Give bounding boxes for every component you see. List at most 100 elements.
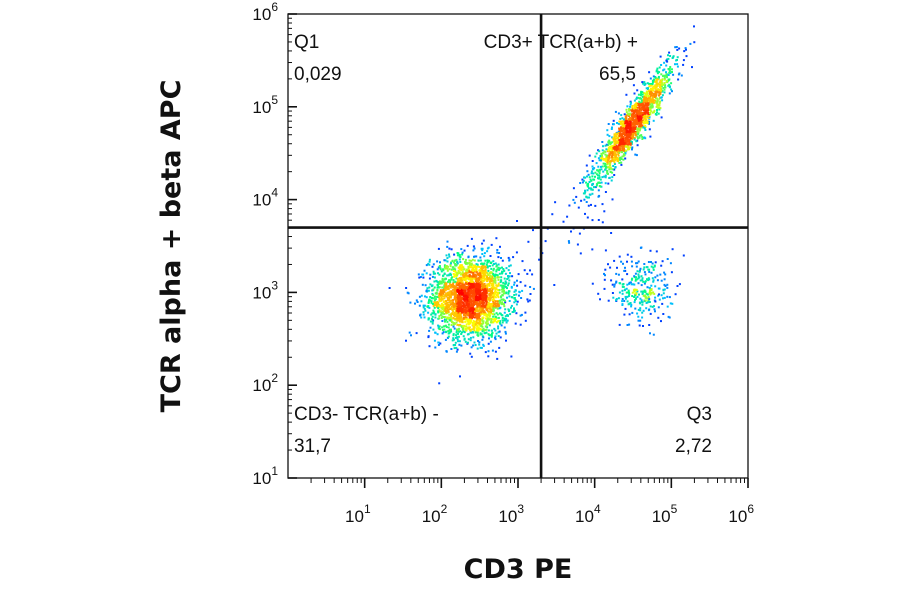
event-dot <box>484 265 487 268</box>
event-dot <box>676 285 679 287</box>
event-dot <box>617 130 620 133</box>
event-dot <box>461 331 463 334</box>
event-dot <box>644 103 647 106</box>
event-dot <box>611 151 614 154</box>
event-dot <box>597 181 600 184</box>
event-dot <box>646 116 649 119</box>
event-dot <box>613 144 616 146</box>
event-dot <box>622 124 625 127</box>
event-dot <box>422 276 425 279</box>
event-dot <box>643 114 646 116</box>
event-dot <box>471 268 474 271</box>
event-dot <box>482 317 484 320</box>
event-dot <box>643 109 645 112</box>
event-dot <box>447 292 450 294</box>
event-dot <box>442 304 445 306</box>
event-dot <box>487 246 490 249</box>
event-dot <box>607 172 609 175</box>
event-dot <box>494 350 497 353</box>
event-dot <box>504 285 507 288</box>
event-dot <box>452 344 455 347</box>
event-dot <box>431 284 434 287</box>
event-dot <box>608 156 611 159</box>
event-dot <box>441 308 444 311</box>
event-dot <box>644 112 647 115</box>
event-dot <box>646 297 649 300</box>
event-dot <box>481 297 484 300</box>
event-dot <box>604 274 606 277</box>
event-dot <box>663 78 666 81</box>
event-dot <box>482 320 485 323</box>
event-dot <box>494 300 497 303</box>
event-dot <box>475 296 477 298</box>
event-dot <box>454 280 457 283</box>
event-dot <box>500 298 503 301</box>
event-dot <box>459 306 462 309</box>
event-dot <box>434 316 437 319</box>
event-dot <box>433 311 436 314</box>
event-dot <box>498 289 501 291</box>
event-dot <box>570 230 572 233</box>
event-dot <box>623 269 626 272</box>
event-dot <box>456 323 459 326</box>
event-dot <box>509 264 512 267</box>
event-dot <box>646 90 649 93</box>
event-dot <box>449 272 452 275</box>
event-dot <box>490 335 493 338</box>
event-dot <box>674 293 677 296</box>
event-dot <box>488 288 491 291</box>
event-dot <box>617 137 620 140</box>
event-dot <box>449 307 452 310</box>
event-dot <box>477 329 480 332</box>
event-dot <box>663 77 666 80</box>
event-dot <box>527 300 530 303</box>
event-dot <box>475 299 478 302</box>
event-dot <box>635 278 637 281</box>
event-dot <box>609 163 612 166</box>
event-dot <box>446 267 449 270</box>
event-dot <box>488 324 491 327</box>
event-dot <box>587 173 590 176</box>
event-dot <box>494 319 497 322</box>
event-dot <box>483 262 486 265</box>
event-dot <box>649 332 651 335</box>
event-dot <box>668 296 671 299</box>
event-dot <box>464 314 467 317</box>
event-dot <box>432 263 435 266</box>
event-dot <box>454 341 457 344</box>
event-dot <box>583 176 585 179</box>
event-dot <box>469 295 472 298</box>
event-dot <box>631 137 634 140</box>
event-dot <box>441 290 444 293</box>
event-dot <box>618 120 621 123</box>
event-dot <box>497 266 500 269</box>
event-dot <box>487 333 490 336</box>
event-dot <box>666 58 669 61</box>
event-dot <box>622 149 625 152</box>
event-dot <box>508 300 511 302</box>
event-dot <box>576 243 579 246</box>
event-dot <box>554 201 557 204</box>
event-dot <box>467 283 470 286</box>
event-dot <box>462 276 465 278</box>
event-dot <box>587 182 590 185</box>
event-dot <box>593 167 596 170</box>
event-dot <box>668 71 671 74</box>
event-dot <box>508 295 511 298</box>
event-dot <box>654 94 657 97</box>
event-dot <box>584 212 586 215</box>
event-dot <box>445 282 448 285</box>
event-dot <box>499 336 502 339</box>
event-dot <box>470 315 473 318</box>
event-dot <box>597 157 600 160</box>
event-dot <box>496 300 499 303</box>
event-dot <box>617 153 620 156</box>
event-dot <box>469 352 472 355</box>
event-dot <box>454 270 457 273</box>
event-dot <box>502 268 505 270</box>
event-dot <box>472 310 475 313</box>
event-dot <box>461 286 464 288</box>
event-dot <box>454 305 457 307</box>
event-dot <box>439 267 442 270</box>
event-dot <box>442 307 445 310</box>
